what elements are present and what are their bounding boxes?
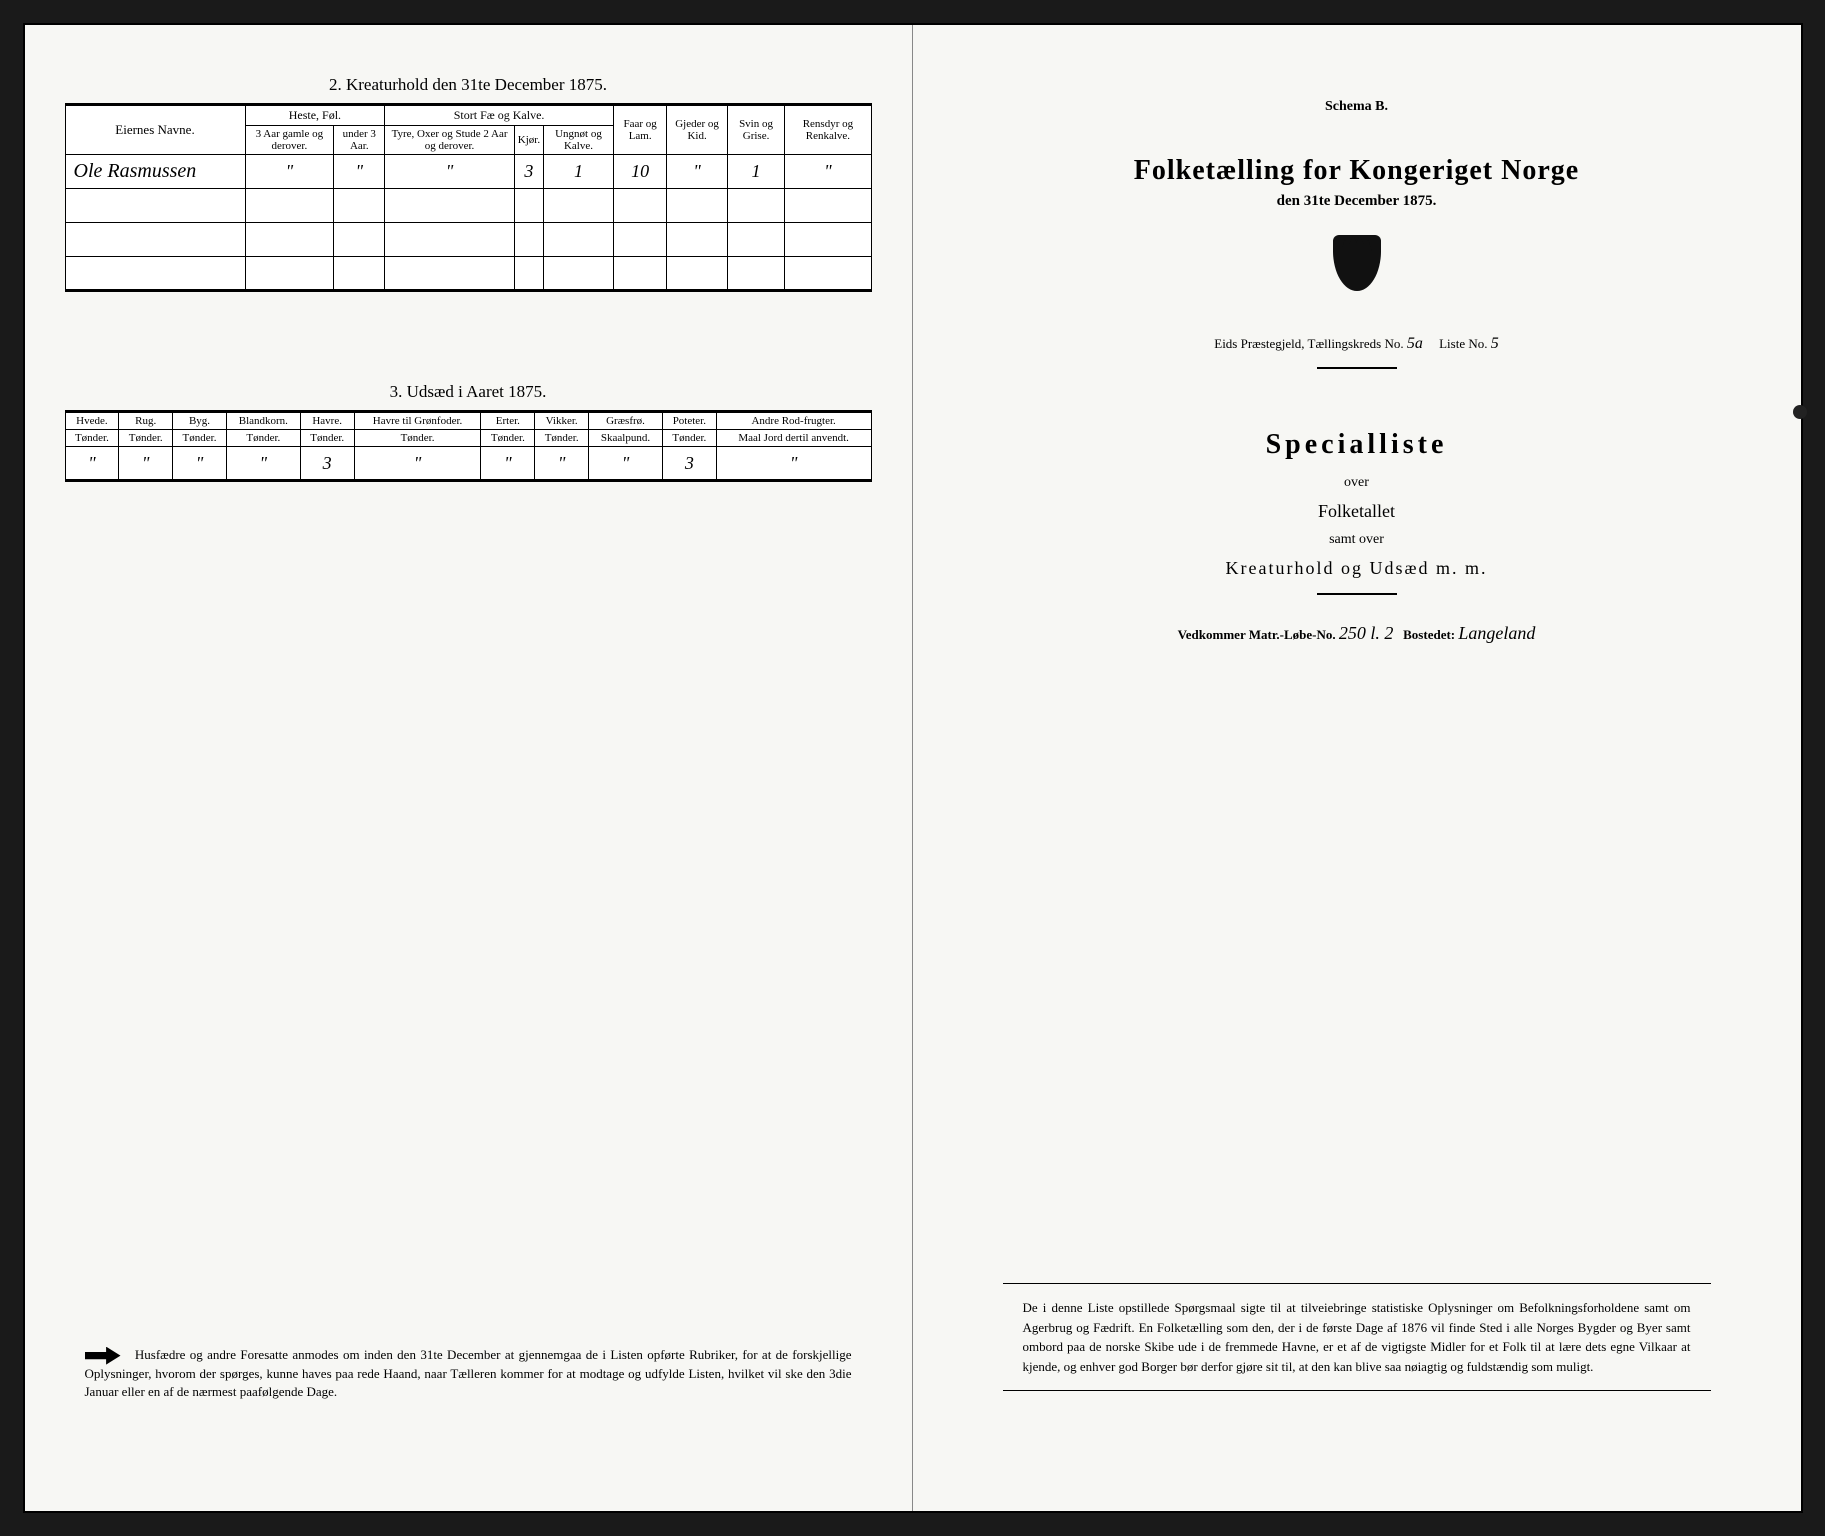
col-s3: Ungnøt og Kalve. bbox=[544, 126, 614, 155]
h-byg: Byg. bbox=[173, 412, 227, 430]
page-tab-dot bbox=[1793, 405, 1807, 419]
c-vikker: " bbox=[535, 447, 589, 481]
cell-h2: " bbox=[334, 155, 385, 189]
coat-of-arms-icon bbox=[1327, 235, 1387, 310]
h-vikker: Vikker. bbox=[535, 412, 589, 430]
h-andre: Andre Rod-frugter. bbox=[716, 412, 871, 430]
h-bland: Blandkorn. bbox=[226, 412, 300, 430]
cell-ren: " bbox=[785, 155, 871, 189]
u-havre: Tønder. bbox=[300, 430, 354, 447]
cell-owner-name: Ole Rasmussen bbox=[65, 155, 245, 189]
section-2-title: 2. Kreaturhold den 31te December 1875. bbox=[65, 75, 872, 95]
c-havre-g: " bbox=[354, 447, 481, 481]
c-byg: " bbox=[173, 447, 227, 481]
samt-over-label: samt over bbox=[983, 532, 1731, 548]
h-erter: Erter. bbox=[481, 412, 535, 430]
u-rug: Tønder. bbox=[119, 430, 173, 447]
matr-prefix: Vedkommer Matr.-Løbe-No. bbox=[1178, 627, 1336, 642]
c-rug: " bbox=[119, 447, 173, 481]
specialliste-title: Specialliste bbox=[983, 429, 1731, 461]
cell-s2: 3 bbox=[514, 155, 543, 189]
u-vikker: Tønder. bbox=[535, 430, 589, 447]
cell-s1: " bbox=[385, 155, 514, 189]
cell-h1: " bbox=[245, 155, 334, 189]
cell-s3: 1 bbox=[544, 155, 614, 189]
kreds-no: 5a bbox=[1407, 335, 1423, 352]
u-hvede: Tønder. bbox=[65, 430, 119, 447]
c-havre: 3 bbox=[300, 447, 354, 481]
liste-prefix: Liste No. bbox=[1439, 336, 1487, 351]
sowing-table: Hvede. Rug. Byg. Blandkorn. Havre. Havre… bbox=[65, 410, 872, 482]
table-row bbox=[65, 189, 871, 223]
liste-no: 5 bbox=[1491, 335, 1499, 352]
c-erter: " bbox=[481, 447, 535, 481]
schema-label: Schema B. bbox=[983, 99, 1731, 115]
document-scan: 2. Kreaturhold den 31te December 1875. E… bbox=[23, 23, 1803, 1513]
matr-line: Vedkommer Matr.-Løbe-No. 250 l. 2 Bosted… bbox=[983, 623, 1731, 644]
section-2-livestock: 2. Kreaturhold den 31te December 1875. E… bbox=[65, 75, 872, 292]
table-row: Ole Rasmussen " " " 3 1 10 " 1 " bbox=[65, 155, 871, 189]
divider bbox=[1317, 593, 1397, 595]
col-faar: Faar og Lam. bbox=[613, 105, 667, 155]
h-poteter: Poteter. bbox=[662, 412, 716, 430]
bottom-note: De i denne Liste opstillede Spørgsmaal s… bbox=[1003, 1283, 1711, 1391]
c-hvede: " bbox=[65, 447, 119, 481]
parish-prefix: Eids Præstegjeld, Tællingskreds No. bbox=[1214, 336, 1403, 351]
footnote-text: Husfædre og andre Foresatte anmodes om i… bbox=[85, 1347, 852, 1399]
u-havre-g: Tønder. bbox=[354, 430, 481, 447]
parish-line: Eids Præstegjeld, Tællingskreds No. 5a L… bbox=[983, 335, 1731, 353]
col-ren: Rensdyr og Renkalve. bbox=[785, 105, 871, 155]
u-graes: Skaalpund. bbox=[589, 430, 663, 447]
left-page: 2. Kreaturhold den 31te December 1875. E… bbox=[25, 25, 913, 1511]
u-erter: Tønder. bbox=[481, 430, 535, 447]
col-group-heste: Heste, Føl. bbox=[245, 105, 385, 126]
col-gjeder: Gjeder og Kid. bbox=[667, 105, 727, 155]
col-s1: Tyre, Oxer og Stude 2 Aar og derover. bbox=[385, 126, 514, 155]
table-row bbox=[65, 223, 871, 257]
section-3-title: 3. Udsæd i Aaret 1875. bbox=[65, 382, 872, 402]
h-havre: Havre. bbox=[300, 412, 354, 430]
folketallet-label: Folketallet bbox=[983, 501, 1731, 522]
h-havre-g: Havre til Grønfoder. bbox=[354, 412, 481, 430]
matr-no: 250 l. 2 bbox=[1339, 623, 1394, 643]
u-poteter: Tønder. bbox=[662, 430, 716, 447]
cell-svin: 1 bbox=[727, 155, 785, 189]
footnote: Husfædre og andre Foresatte anmodes om i… bbox=[85, 1346, 852, 1401]
u-andre: Maal Jord dertil anvendt. bbox=[716, 430, 871, 447]
c-andre: " bbox=[716, 447, 871, 481]
table-row bbox=[65, 257, 871, 291]
u-byg: Tønder. bbox=[173, 430, 227, 447]
section-3-sowing: 3. Udsæd i Aaret 1875. Hvede. Rug. Byg. … bbox=[65, 382, 872, 482]
col-group-storfe: Stort Fæ og Kalve. bbox=[385, 105, 614, 126]
col-svin: Svin og Grise. bbox=[727, 105, 785, 155]
livestock-table: Eiernes Navne. Heste, Føl. Stort Fæ og K… bbox=[65, 103, 872, 292]
over-label: over bbox=[983, 475, 1731, 491]
table-row: " " " " 3 " " " " 3 " bbox=[65, 447, 871, 481]
h-hvede: Hvede. bbox=[65, 412, 119, 430]
col-s2: Kjør. bbox=[514, 126, 543, 155]
right-page: Schema B. Folketælling for Kongeriget No… bbox=[913, 25, 1801, 1511]
bosted-name: Langeland bbox=[1458, 623, 1535, 643]
c-graes: " bbox=[589, 447, 663, 481]
h-graes: Græsfrø. bbox=[589, 412, 663, 430]
c-bland: " bbox=[226, 447, 300, 481]
census-title: Folketælling for Kongeriget Norge bbox=[983, 155, 1731, 187]
u-bland: Tønder. bbox=[226, 430, 300, 447]
col-h2: under 3 Aar. bbox=[334, 126, 385, 155]
cell-gjeder: " bbox=[667, 155, 727, 189]
pointing-hand-icon bbox=[85, 1347, 121, 1365]
c-poteter: 3 bbox=[662, 447, 716, 481]
h-rug: Rug. bbox=[119, 412, 173, 430]
kreatur-label: Kreaturhold og Udsæd m. m. bbox=[983, 558, 1731, 579]
cell-faar: 10 bbox=[613, 155, 667, 189]
col-owner: Eiernes Navne. bbox=[65, 105, 245, 155]
divider bbox=[1317, 367, 1397, 369]
col-h1: 3 Aar gamle og derover. bbox=[245, 126, 334, 155]
census-subtitle: den 31te December 1875. bbox=[983, 193, 1731, 210]
bosted-prefix: Bostedet: bbox=[1403, 627, 1455, 642]
